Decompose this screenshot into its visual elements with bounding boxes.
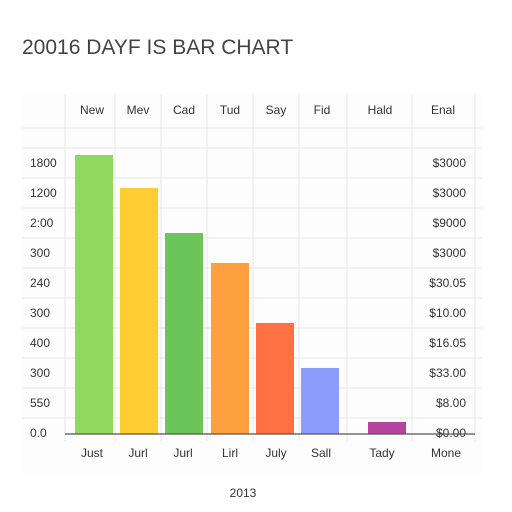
x-tick-label: Sall — [311, 446, 331, 460]
y-tick-label: 1200 — [30, 186, 57, 200]
x-tick-label: July — [265, 446, 286, 460]
y2-tick-label: $3000 — [433, 246, 467, 260]
y-tick-label: 400 — [30, 336, 50, 350]
bar — [75, 155, 113, 434]
y2-tick-label: $30.05 — [429, 276, 466, 290]
bar — [301, 368, 339, 434]
column-header: Enal — [431, 103, 455, 117]
x-tick-label: Jurl — [173, 446, 192, 460]
y-tick-label: 300 — [30, 306, 50, 320]
y-tick-label: 1800 — [30, 156, 57, 170]
column-header: New — [80, 103, 104, 117]
y2-tick-label: $8.00 — [436, 396, 466, 410]
y-tick-label: 300 — [30, 366, 50, 380]
y2-tick-label: $3000 — [433, 156, 467, 170]
column-header: Cad — [173, 103, 195, 117]
y2-tick-label: $9000 — [433, 216, 467, 230]
x-tick-label: Lirl — [222, 446, 238, 460]
y-tick-label: 240 — [30, 276, 50, 290]
x-tick-label: Tady — [369, 446, 394, 460]
x-tick-label: Mone — [431, 446, 461, 460]
y-tick-label: 2:00 — [30, 216, 54, 230]
bar — [256, 323, 294, 434]
y2-tick-label: $16.05 — [429, 336, 466, 350]
bar — [368, 422, 406, 434]
y2-tick-label: $3000 — [433, 186, 467, 200]
y2-tick-label: $10.00 — [429, 306, 466, 320]
y2-tick-label: $0.00 — [436, 426, 466, 440]
column-header: Mev — [127, 103, 150, 117]
column-header: Say — [266, 103, 287, 117]
column-header: Hald — [368, 103, 393, 117]
bar — [211, 263, 249, 434]
x-tick-label: Just — [81, 446, 104, 460]
column-header: Tud — [220, 103, 240, 117]
column-header: Fid — [314, 103, 331, 117]
bar — [165, 233, 203, 434]
bar — [120, 188, 158, 434]
chart-title: 20016 DAYF IS BAR CHART — [22, 36, 293, 59]
y-tick-label: 550 — [30, 396, 50, 410]
x-tick-label: Jurl — [128, 446, 147, 460]
y-tick-label: 300 — [30, 246, 50, 260]
x-axis-label: 2013 — [230, 486, 257, 500]
y-tick-label: 0.0 — [30, 426, 47, 440]
y2-tick-label: $33.00 — [429, 366, 466, 380]
